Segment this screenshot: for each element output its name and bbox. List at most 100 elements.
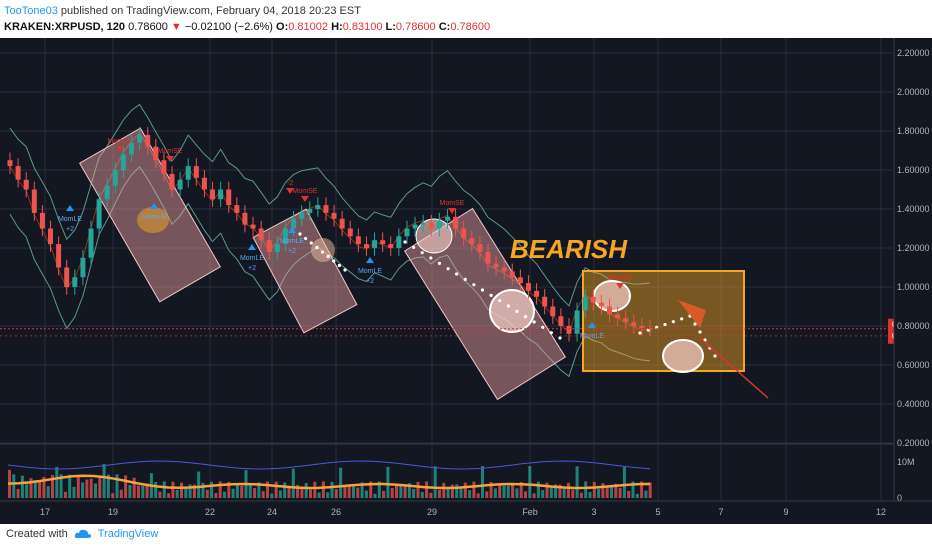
long-signal-arrow-icon [248, 244, 256, 250]
last-price: 0.78600 [128, 21, 168, 33]
highlight-ellipse [415, 218, 453, 254]
time-axis: 17 19 22 24 26 29 Feb 3 5 7 9 12 [0, 500, 932, 517]
candle-body [380, 240, 386, 245]
candle-body [615, 314, 621, 319]
candle-body [550, 306, 556, 317]
volume-bar [532, 493, 536, 498]
volume-bar [592, 481, 596, 498]
volume-bar [476, 493, 480, 498]
low-value: 0.78600 [395, 21, 436, 33]
volume-bar [489, 482, 493, 498]
volume-bar [584, 481, 588, 498]
open-label: O: [276, 21, 289, 33]
volume-bar [38, 481, 42, 498]
volume-tick-label: 10M [897, 457, 915, 467]
volume-bar [12, 474, 16, 498]
volume-bar [72, 486, 76, 498]
volume-bar [356, 487, 360, 498]
volume-bar [407, 483, 411, 498]
volume-bar [627, 490, 631, 498]
volume-bar [261, 491, 265, 498]
volume-bar [382, 490, 386, 498]
highlight-ellipse [489, 289, 535, 333]
dotted-path [326, 254, 330, 259]
time-tick-label: 19 [108, 507, 118, 517]
volume-bar [562, 486, 566, 498]
tradingview-brand[interactable]: TradingView [97, 528, 159, 540]
volume-bar [98, 475, 102, 498]
dotted-path [558, 336, 562, 340]
volume-bar [235, 483, 239, 498]
dotted-path [309, 241, 313, 245]
volume-bar [605, 486, 609, 498]
volume-bar [330, 481, 334, 498]
candle-body [161, 160, 167, 174]
candle-body [396, 236, 402, 248]
candle-body [582, 296, 588, 311]
candle-body [7, 160, 13, 167]
time-tick-label: 29 [427, 507, 437, 517]
short-signal-arrow-icon [286, 188, 294, 194]
dotted-path [320, 250, 325, 254]
tradingview-cloud-icon [74, 529, 91, 538]
volume-bar [63, 491, 67, 498]
volume-bar [610, 485, 613, 498]
volume-bar [141, 485, 145, 498]
candle-body [56, 244, 62, 268]
highlight-ellipse [137, 207, 169, 233]
upper-band [9, 103, 651, 307]
volume-bar [567, 482, 570, 498]
price-axis-panel[interactable] [894, 38, 932, 524]
candle-body [388, 244, 394, 248]
price-axis: 2.20000 2.00000 1.80000 1.60000 1.40000 1.200… [893, 38, 930, 503]
volume-bar [485, 491, 489, 498]
author-link[interactable]: TooTone03 [4, 5, 58, 17]
candle-body [137, 134, 143, 143]
volume-bar [223, 491, 226, 498]
dotted-path [515, 309, 519, 313]
low-label: L: [385, 21, 396, 33]
volume-tick-label: 0 [897, 493, 902, 503]
volume-bar [364, 490, 368, 498]
candle-body [347, 228, 353, 237]
candle-body [64, 267, 70, 287]
volume-bar [515, 488, 519, 498]
down-arrow-shape [678, 300, 706, 328]
candle-body [193, 166, 199, 178]
open-value: 0.81002 [288, 21, 329, 33]
candle-body [461, 228, 467, 239]
volume-bar [648, 482, 652, 498]
candle-body [218, 189, 224, 200]
highlight-ellipse [311, 238, 335, 262]
candle-body [453, 216, 459, 229]
dotted-path [463, 277, 467, 281]
volume-bar [455, 484, 459, 498]
volume-bar [640, 481, 644, 498]
time-tick-label: 7 [718, 507, 723, 517]
candle-body [291, 218, 297, 229]
volume-bar [257, 482, 261, 498]
price-chart[interactable]: MomLE +2 MomLE MomLE +2 MomLE +2 MomLE +2 MomLE Mo… [0, 38, 932, 524]
volume-bar [601, 483, 605, 498]
candle-body [48, 228, 54, 245]
price-tick-label: 1.00000 [897, 282, 930, 292]
short-signal-label: -2 [287, 180, 293, 187]
dotted-path [523, 315, 528, 319]
candle-body [363, 244, 369, 248]
volume-bar [192, 484, 196, 498]
volume-bar [180, 482, 183, 498]
symbol-name[interactable]: KRAKEN:XRPUSD, 120 [4, 21, 126, 33]
short-signal-label: MomSE [293, 188, 318, 195]
volume-bar [214, 492, 218, 498]
volume-bar [498, 483, 502, 498]
dotted-path [549, 331, 553, 335]
volume-bar [334, 489, 338, 498]
volume-bar [227, 481, 231, 498]
signal-dots [298, 232, 769, 399]
dotted-path [298, 232, 302, 236]
volume-bar [184, 487, 188, 498]
candle-body [185, 166, 191, 180]
close-value: 0.78600 [450, 21, 491, 33]
volume-bar [296, 484, 300, 498]
candle-body [201, 177, 207, 190]
